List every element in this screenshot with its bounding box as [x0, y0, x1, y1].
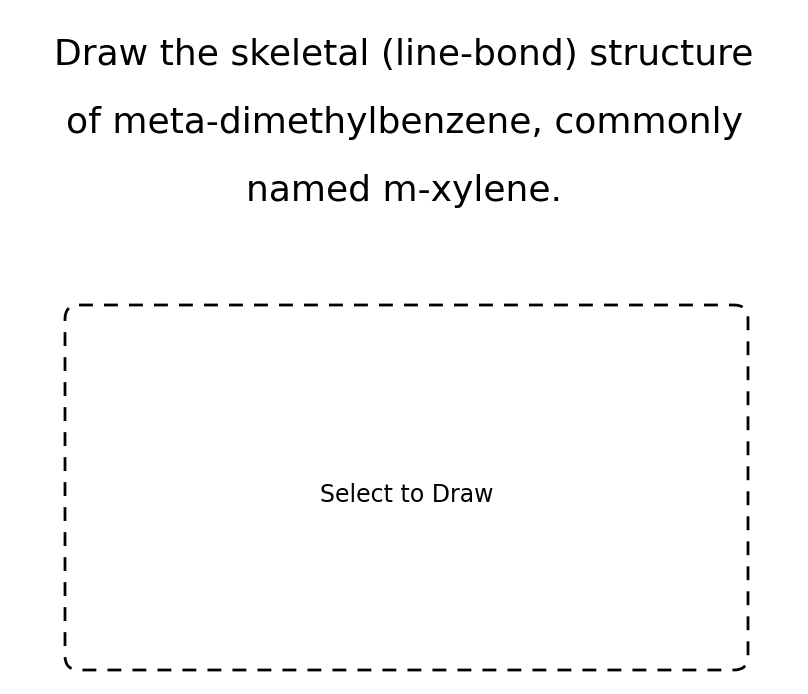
Text: named m-xylene.: named m-xylene.: [246, 174, 562, 208]
Text: Select to Draw: Select to Draw: [320, 483, 493, 507]
FancyBboxPatch shape: [65, 305, 748, 670]
Text: of meta-dimethylbenzene, commonly: of meta-dimethylbenzene, commonly: [65, 106, 743, 140]
Text: Draw the skeletal (line-bond) structure: Draw the skeletal (line-bond) structure: [54, 38, 754, 72]
